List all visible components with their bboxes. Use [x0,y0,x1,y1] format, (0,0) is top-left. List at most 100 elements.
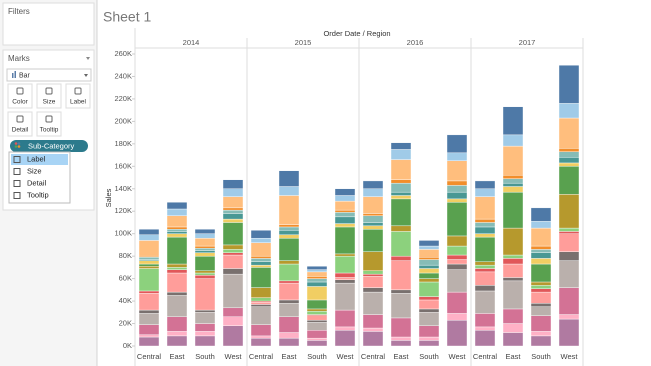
bar-segment[interactable] [502,254,524,259]
bar-segment[interactable] [446,202,468,237]
bar-segment[interactable] [362,228,384,252]
bar-segment[interactable] [306,281,328,287]
menu-item[interactable]: Label [27,154,46,163]
bar-segment[interactable] [278,237,300,261]
bar-segment[interactable] [446,152,468,161]
bar-segment[interactable] [194,237,216,247]
bar-segment[interactable] [362,180,384,189]
bar-segment[interactable] [418,272,440,279]
bar-segment[interactable] [222,325,244,347]
bar-segment[interactable] [222,254,244,269]
bar-segment[interactable] [362,196,384,214]
bar-segment[interactable] [194,252,216,257]
bar-segment[interactable] [502,323,524,333]
bar-segment[interactable] [334,200,356,211]
bar-segment[interactable] [502,134,524,147]
bar-segment[interactable] [446,245,468,256]
bar-segment[interactable] [278,234,300,239]
bar-segment[interactable] [390,191,412,196]
bar-segment[interactable] [222,207,244,211]
bar-segment[interactable] [250,297,272,302]
bar-segment[interactable] [138,257,160,260]
bar-segment[interactable] [334,212,356,218]
bar-segment[interactable] [194,278,216,311]
bar-segment[interactable] [278,303,300,318]
bar-segment[interactable] [558,251,580,261]
bar-segment[interactable] [166,226,188,230]
bar-segment[interactable] [278,226,300,231]
bar-segment[interactable] [166,215,188,228]
bar-segment[interactable] [418,299,440,310]
bar-segment[interactable] [502,182,524,187]
bar-segment[interactable] [250,304,272,307]
bar-segment[interactable] [138,293,160,311]
bar-segment[interactable] [166,272,188,293]
bar-segment[interactable] [390,336,412,341]
bar-segment[interactable] [530,221,552,229]
bar-segment[interactable] [418,325,440,338]
bar-segment[interactable] [530,207,552,222]
bar-segment[interactable] [418,340,440,347]
bar-segment[interactable] [306,340,328,347]
bar-segment[interactable] [390,289,412,294]
bar-segment[interactable] [278,170,300,187]
bar-segment[interactable] [530,281,552,286]
bar-segment[interactable] [530,303,552,307]
bar-segment[interactable] [362,273,384,277]
bar-segment[interactable] [278,316,300,333]
bar-segment[interactable] [474,290,496,314]
bar-segment[interactable] [362,213,384,216]
bar-segment[interactable] [306,319,328,323]
bar-segment[interactable] [558,287,580,315]
bar-segment[interactable] [530,291,552,304]
bar-segment[interactable] [558,318,580,347]
bar-segment[interactable] [334,330,356,347]
bar-segment[interactable] [334,209,356,213]
bar-segment[interactable] [418,240,440,247]
bar-segment[interactable] [362,251,384,271]
bar-segment[interactable] [166,331,188,337]
bar-segment[interactable] [390,340,412,347]
bar-segment[interactable] [166,335,188,347]
bar-segment[interactable] [306,299,328,310]
mark-type-dropdown[interactable] [6,68,92,82]
bar-segment[interactable] [502,106,524,136]
bar-segment[interactable] [250,324,272,337]
bar-segment[interactable] [278,186,300,196]
bar-segment[interactable] [502,145,524,176]
bar-segment[interactable] [446,291,468,314]
bar-segment[interactable] [194,312,216,324]
bar-segment[interactable] [558,314,580,320]
bar-segment[interactable] [530,335,552,347]
bar-segment[interactable] [334,226,356,255]
bar-segment[interactable] [138,266,160,269]
bar-segment[interactable] [250,302,272,305]
bar-segment[interactable] [138,309,160,314]
bar-segment[interactable] [530,285,552,289]
bar-segment[interactable] [194,323,216,332]
bar-segment[interactable] [194,255,216,271]
bar-segment[interactable] [446,313,468,321]
bar-segment[interactable] [166,269,188,274]
bar-segment[interactable] [334,272,356,278]
bar-segment[interactable] [250,337,272,347]
bar-segment[interactable] [334,279,356,284]
bar-segment[interactable] [250,237,272,243]
bar-segment[interactable] [502,227,524,256]
bar-segment[interactable] [418,249,440,258]
bar-segment[interactable] [250,306,272,325]
bar-segment[interactable] [362,215,384,223]
bar-segment[interactable] [278,337,300,347]
bar-segment[interactable] [362,225,384,230]
bar-segment[interactable] [502,191,524,229]
bar-segment[interactable] [474,222,496,228]
bar-segment[interactable] [418,308,440,313]
bar-segment[interactable] [474,226,496,234]
bar-segment[interactable] [138,263,160,267]
bar-segment[interactable] [502,178,524,184]
bar-segment[interactable] [390,179,412,184]
menu-item[interactable]: Tooltip [27,190,49,199]
bar-segment[interactable] [558,260,580,288]
bar-segment[interactable] [194,272,216,276]
bar-segment[interactable] [390,198,412,227]
